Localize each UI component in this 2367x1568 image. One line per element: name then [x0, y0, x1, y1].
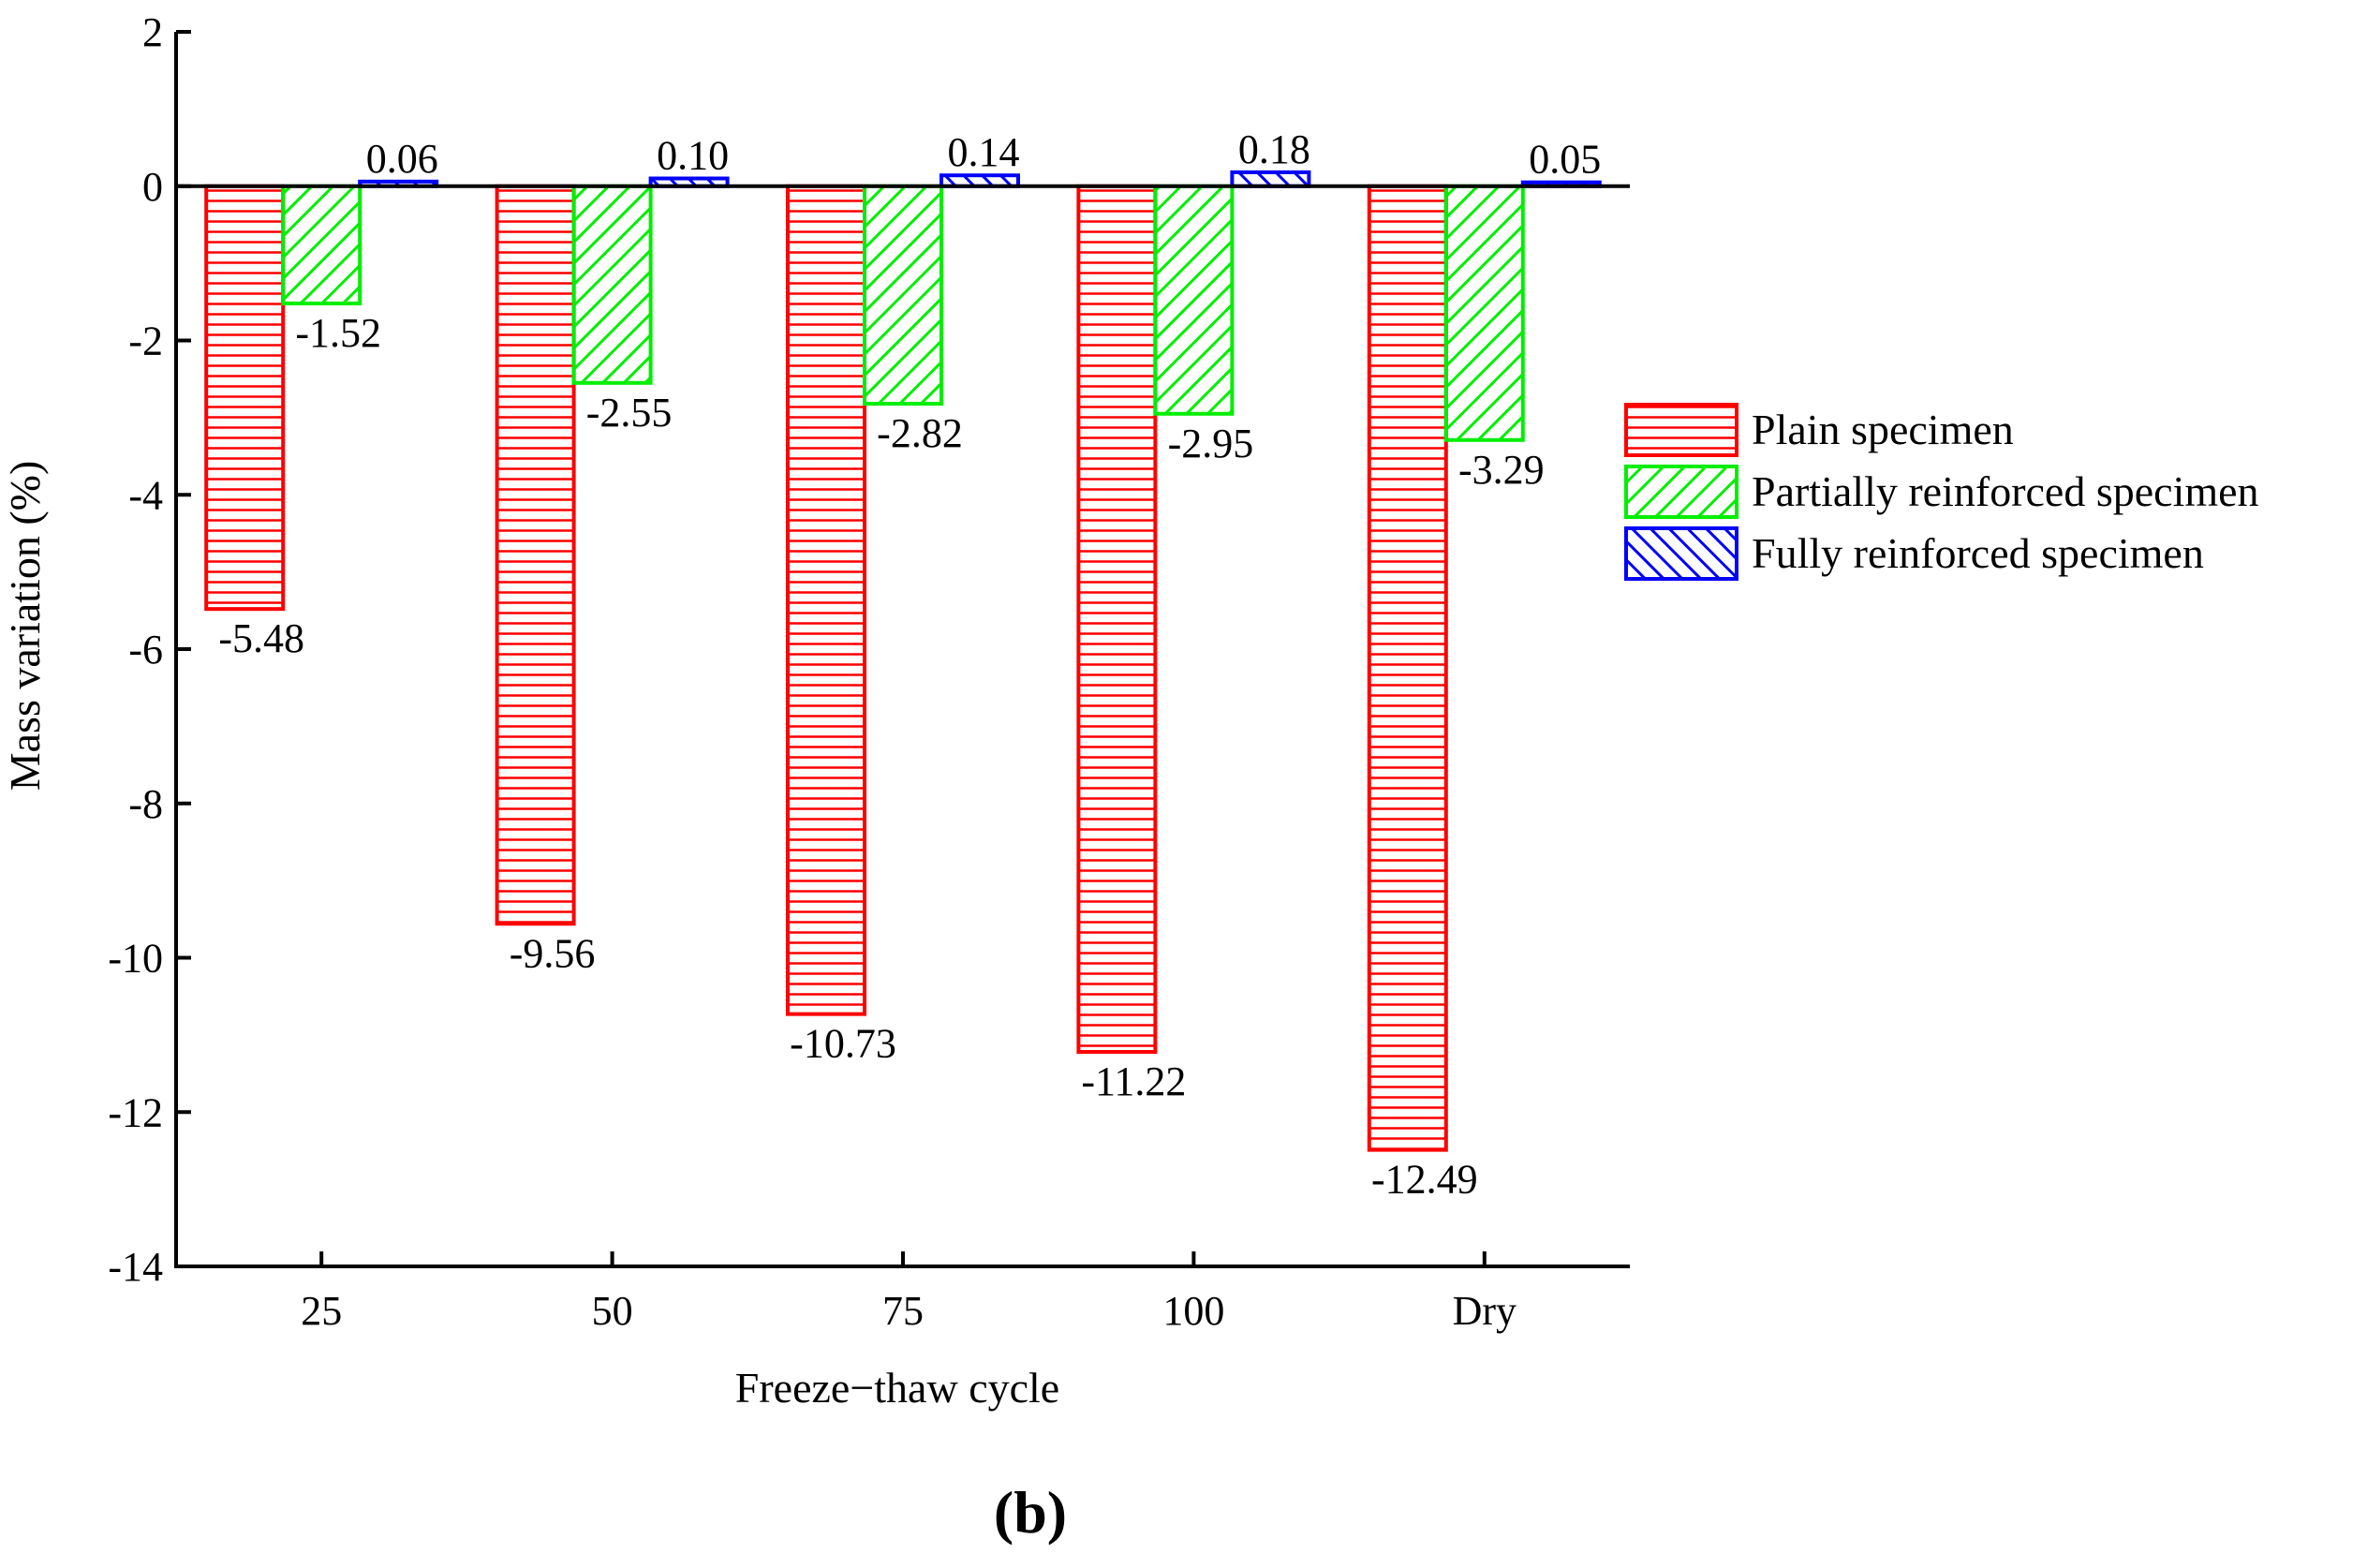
y-tick-label: -12: [108, 1089, 163, 1135]
bar-plain-specimen-75: [786, 184, 866, 1016]
data-label: -12.49: [1371, 1157, 1478, 1203]
data-label: -10.73: [790, 1021, 896, 1067]
data-label: 0.14: [948, 129, 1020, 175]
legend-label-3: Fully reinforced specimen: [1752, 529, 2204, 577]
legend-swatch-2: [1624, 465, 1738, 519]
y-tick-label: -10: [108, 936, 163, 982]
y-tick-label: -2: [128, 318, 163, 364]
legend: Plain specimen Partially reinforced speci…: [1624, 403, 2259, 581]
y-tick-label: -6: [128, 627, 163, 673]
legend-swatch-1: [1624, 403, 1738, 457]
y-axis-title: Mass variation (%): [1, 461, 49, 791]
bar-plain-specimen-100: [1076, 184, 1158, 1054]
y-tick-label: 0: [142, 164, 163, 210]
bar-fully-reinforced-specimen-100: [1230, 170, 1311, 188]
x-axis-title: Freeze−thaw cycle: [735, 1364, 1059, 1412]
y-tick-label: -4: [128, 472, 163, 518]
y-tick-label: -14: [108, 1244, 163, 1290]
legend-swatch-3: [1624, 526, 1738, 581]
bar-partially-reinforced-specimen-25: [281, 184, 362, 305]
x-tick-label: 50: [592, 1288, 633, 1334]
bar-partially-reinforced-specimen-100: [1153, 184, 1235, 416]
legend-label-1: Plain specimen: [1752, 406, 2014, 453]
y-tick-label: 2: [142, 9, 163, 55]
x-tick-label: 100: [1162, 1288, 1224, 1334]
data-label: -3.29: [1458, 447, 1545, 493]
data-label: -9.56: [510, 930, 596, 976]
x-tick-label: Dry: [1453, 1288, 1516, 1334]
x-axis-ticks: 25 50 75 100 Dry: [301, 1251, 1516, 1334]
data-label: -2.82: [877, 410, 963, 456]
data-label: -1.52: [295, 310, 381, 356]
data-label: 0.06: [366, 136, 438, 182]
y-tick-label: -8: [128, 781, 163, 827]
bar-partially-reinforced-specimen-75: [863, 184, 943, 407]
x-tick-label: 75: [882, 1288, 924, 1334]
x-tick-label: 25: [301, 1288, 342, 1334]
data-label: -2.55: [586, 390, 673, 436]
data-labels-layer: -5.48 -9.56 -10.73 -11.22 -12.49 -1.52 -2.55 -2…: [218, 126, 1601, 1203]
bar-plain-specimen-50: [495, 184, 576, 926]
data-label: 0.05: [1529, 137, 1601, 183]
data-label: -2.95: [1168, 421, 1254, 466]
bar-partially-reinforced-specimen-dry: [1443, 184, 1525, 442]
y-axis-ticks: 2 0 -2 -4 -6 -8 -10 -12 -14: [108, 9, 191, 1290]
bar-plain-specimen-25: [204, 184, 286, 612]
bars-layer: [204, 170, 1602, 1152]
legend-label-2: Partially reinforced specimen: [1752, 467, 2259, 515]
data-label: 0.10: [657, 133, 729, 179]
data-label: 0.18: [1238, 126, 1310, 172]
data-label: -5.48: [218, 615, 304, 661]
panel-label: (b): [994, 1479, 1067, 1546]
bar-plain-specimen-dry: [1367, 184, 1448, 1152]
data-label: -11.22: [1081, 1058, 1186, 1104]
bar-partially-reinforced-specimen-50: [571, 184, 653, 385]
